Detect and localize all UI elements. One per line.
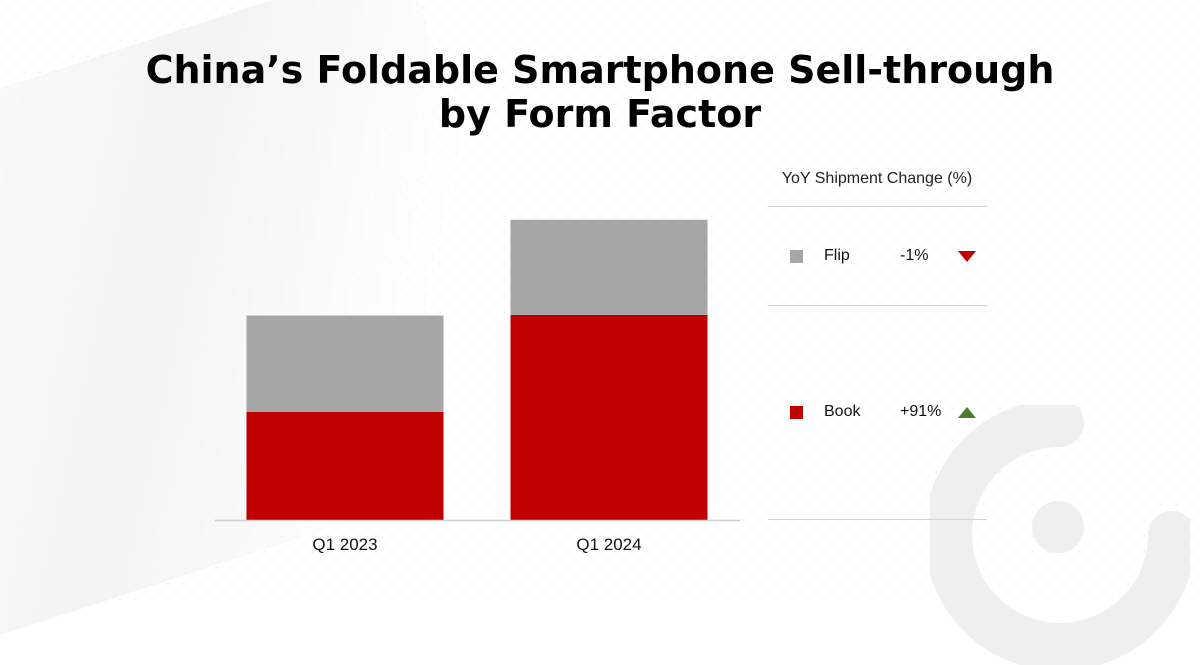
legend-label-flip: Flip (824, 247, 850, 264)
bar-flip-q1-2023 (246, 315, 444, 412)
legend-separator-top (768, 206, 987, 207)
bar-book-q1-2023 (246, 411, 444, 520)
x-tick-labels: Q1 2023 Q1 2024 (312, 535, 641, 554)
legend-change-book: +91% (900, 403, 942, 420)
legend-swatch-flip (790, 250, 803, 263)
x-tick-label-q1-2024: Q1 2024 (576, 535, 641, 554)
legend-item-book: Book +91% (790, 401, 990, 425)
bar-flip-q1-2024 (510, 219, 708, 315)
chart-title: China’s Foldable Smartphone Sell-through… (0, 48, 1200, 136)
up-arrow-icon (958, 407, 976, 418)
legend-change-flip: -1% (900, 247, 929, 264)
chart-title-line-1: China’s Foldable Smartphone Sell-through (145, 48, 1055, 92)
legend-swatch-book (790, 406, 803, 419)
legend-item-flip: Flip -1% (790, 245, 990, 269)
legend-separator-bottom (768, 519, 987, 520)
chart-title-line-2: by Form Factor (438, 92, 762, 136)
x-tick-label-q1-2023: Q1 2023 (312, 535, 377, 554)
legend-separator-middle (768, 305, 987, 306)
legend-header: YoY Shipment Change (%) (781, 170, 973, 187)
bars-group (246, 219, 708, 520)
legend-label-book: Book (824, 403, 861, 420)
down-arrow-icon (958, 251, 976, 262)
bar-book-q1-2024 (510, 314, 708, 520)
stacked-bar-chart: Q1 2023 Q1 2024 (215, 219, 740, 554)
